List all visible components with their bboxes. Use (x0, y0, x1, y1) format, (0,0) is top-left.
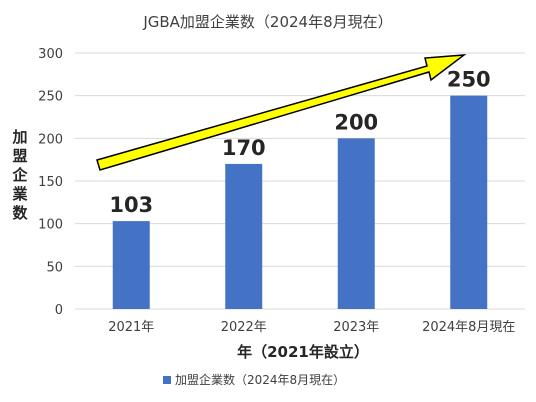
x-axis-title: 年（2021年設立） (237, 343, 369, 361)
data-label: 103 (109, 193, 153, 217)
y-tick-label: 300 (38, 47, 63, 62)
bar (337, 138, 375, 309)
bar (112, 221, 150, 309)
legend-swatch (163, 376, 171, 384)
x-axis-categories: 2021年 2022年 2023年 2024年8月現在 (108, 320, 515, 335)
y-tick-label: 50 (46, 260, 63, 275)
data-label: 200 (334, 110, 378, 134)
chart-title: JGBA加盟企業数（2024年8月現在） (142, 13, 392, 31)
bar (225, 163, 263, 309)
y-tick-label: 150 (38, 175, 63, 190)
data-label: 170 (222, 136, 266, 160)
x-tick-label: 2024年8月現在 (422, 320, 515, 335)
y-tick-label: 200 (38, 132, 63, 147)
x-tick-label: 2021年 (108, 320, 154, 335)
bar (450, 95, 488, 310)
y-tick-label: 100 (38, 218, 63, 233)
legend-label: 加盟企業数（2024年8月現在） (175, 372, 345, 387)
data-label: 250 (447, 68, 491, 92)
y-axis-title: 加盟企業数 (11, 128, 28, 222)
y-axis-ticks: 0 50 100 150 200 250 300 (38, 47, 63, 318)
x-tick-label: 2023年 (333, 320, 379, 335)
y-tick-label: 250 (38, 90, 63, 105)
trend-arrow (96, 54, 467, 171)
x-tick-label: 2022年 (221, 320, 267, 335)
y-tick-label: 0 (55, 303, 63, 318)
data-labels: 103 170 200 250 (109, 68, 490, 217)
gridlines (75, 52, 525, 310)
bars (112, 95, 488, 310)
